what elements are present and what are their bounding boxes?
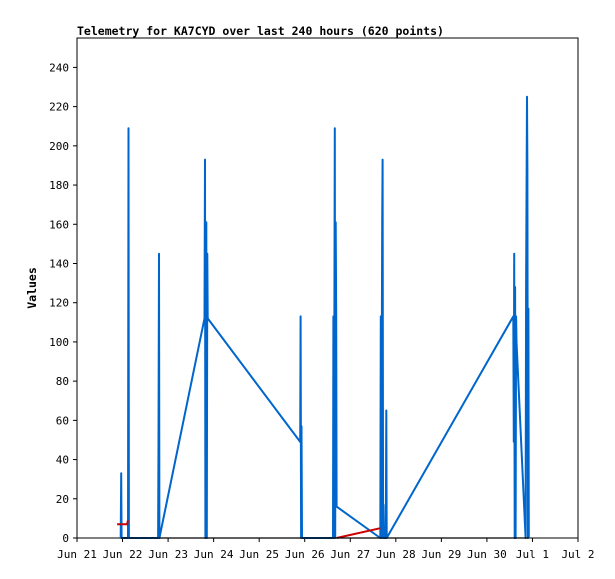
- x-tick-label: Jun 22: [103, 548, 143, 561]
- y-tick-label: 160: [49, 218, 69, 231]
- y-tick-label: 60: [56, 414, 69, 427]
- x-tick-label: Jun 29: [421, 548, 461, 561]
- series-line-2: [336, 527, 381, 539]
- chart-title: Telemetry for KA7CYD over last 240 hours…: [77, 24, 444, 38]
- y-tick-label: 240: [49, 61, 69, 74]
- x-tick-label: Jun 28: [376, 548, 416, 561]
- y-axis: 0 20 40 60 80 100 120 140 160 180 200 220 240: [49, 61, 77, 545]
- y-tick-label: 220: [49, 101, 69, 114]
- x-tick-label: Jun 21: [57, 548, 97, 561]
- plot-frame: [76, 37, 579, 539]
- x-tick-label: Jul 2: [561, 548, 594, 561]
- y-tick-label: 20: [56, 493, 69, 506]
- y-tick-label: 140: [49, 257, 69, 270]
- x-tick-label: Jun 30: [467, 548, 507, 561]
- x-tick-label: Jul 1: [516, 548, 549, 561]
- y-axis-label: Values: [25, 267, 39, 309]
- y-tick-label: 120: [49, 297, 69, 310]
- x-tick-label: Jun 25: [239, 548, 279, 561]
- x-tick-label: Jun 27: [330, 548, 370, 561]
- y-tick-label: 100: [49, 336, 69, 349]
- y-tick-label: 0: [62, 532, 69, 545]
- series-layer: [117, 95, 530, 539]
- x-tick-label: Jun 24: [194, 548, 234, 561]
- y-tick-label: 200: [49, 140, 69, 153]
- x-tick-label: Jun 23: [148, 548, 188, 561]
- y-tick-label: 40: [56, 454, 69, 467]
- x-tick-label: Jun 26: [285, 548, 325, 561]
- y-tick-label: 80: [56, 375, 69, 388]
- series-line-1: [117, 520, 129, 526]
- x-axis: Jun 21 Jun 22 Jun 23 Jun 24 Jun 25 Jun 26 Jun …: [57, 538, 595, 561]
- series-line-0: [119, 95, 530, 539]
- y-tick-label: 180: [49, 179, 69, 192]
